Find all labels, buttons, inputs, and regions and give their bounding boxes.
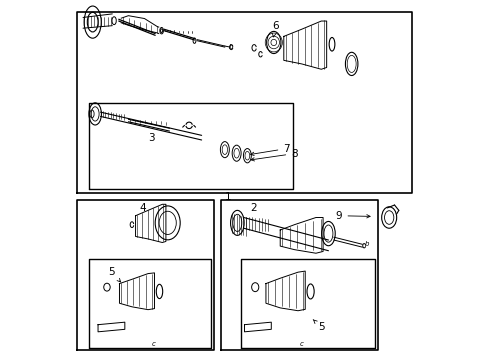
Text: b: b <box>364 241 368 247</box>
Text: 9: 9 <box>335 211 369 221</box>
Text: b: b <box>228 44 233 50</box>
Polygon shape <box>135 204 165 243</box>
Polygon shape <box>119 273 154 310</box>
Text: 7: 7 <box>250 144 289 156</box>
Text: 4: 4 <box>139 203 146 212</box>
Text: 6: 6 <box>272 21 279 37</box>
Text: 5: 5 <box>108 267 121 282</box>
Text: 5: 5 <box>312 320 324 332</box>
Text: c: c <box>151 341 155 347</box>
Text: c: c <box>299 341 303 347</box>
Polygon shape <box>244 322 271 332</box>
Text: 8: 8 <box>250 149 297 161</box>
Polygon shape <box>280 217 323 253</box>
Text: 2: 2 <box>249 203 256 212</box>
Text: 1: 1 <box>224 192 231 202</box>
Text: 3: 3 <box>148 133 155 143</box>
Polygon shape <box>283 21 326 69</box>
Polygon shape <box>265 271 305 311</box>
Polygon shape <box>98 322 124 332</box>
